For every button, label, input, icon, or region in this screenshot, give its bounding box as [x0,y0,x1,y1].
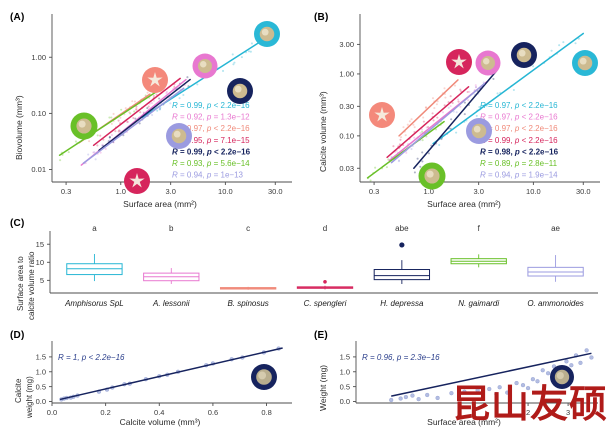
svg-text:2: 2 [526,408,530,417]
panel-e-plot: 1 2 3 0.0 0.5 1.0 1.5 [340,341,598,417]
svg-text:R = 0.94, p = 1e−13: R = 0.94, p = 1e−13 [172,171,244,180]
panel-c-label: (C) [10,218,25,229]
panel-b: (B) 0.3 1.0 3.0 10.0 30.0 0.03 0.10 0.30 1.00 3.0… [304,0,608,215]
svg-text:10.0: 10.0 [526,187,541,196]
panel-a-ylabel: Biovolume (mm³) [14,95,24,160]
svg-text:R = 0.93, p = 5.6e−14: R = 0.93, p = 5.6e−14 [172,159,250,168]
svg-text:0.5: 0.5 [340,382,350,391]
svg-text:3: 3 [566,408,570,417]
panel-c: (C) 5 10 15 a Amphisorus SpL b A. lessonii c B. … [0,215,608,325]
svg-text:R = 0.97, p < 2.2e−16: R = 0.97, p < 2.2e−16 [480,101,558,110]
panel-d-stat-p: p < 2.2e−16 [81,353,125,362]
svg-text:30.0: 30.0 [576,187,591,196]
panel-d-xlabel: Calcite volume (mm³) [119,417,201,427]
svg-text:abe: abe [395,224,409,233]
panel-e-label: (E) [314,330,328,341]
svg-text:N. gaimardi: N. gaimardi [458,299,499,308]
svg-text:0.8: 0.8 [261,408,271,417]
panel-d-stat: R = 1, p < 2.2e−16 [58,353,125,362]
svg-text:0.0: 0.0 [340,397,350,406]
panel-a-label: (A) [10,12,25,23]
svg-text:0.10: 0.10 [31,109,46,118]
svg-text:0.5: 0.5 [36,382,46,391]
svg-text:0.10: 0.10 [339,132,354,141]
svg-text:1.0: 1.0 [116,187,126,196]
svg-text:R = 0.94, p = 1.9e−14: R = 0.94, p = 1.9e−14 [480,171,558,180]
svg-text:A. lessonii: A. lessonii [152,299,190,308]
svg-text:0.6: 0.6 [208,408,218,417]
svg-text:R = 0.99, p < 2.2e−16: R = 0.99, p < 2.2e−16 [172,147,251,156]
svg-text:0.3: 0.3 [61,187,71,196]
panel-d-ylabel-line2: weight (mg) [25,376,34,418]
svg-text:0.3: 0.3 [369,187,379,196]
panel-e-xlabel: Surface area (mm²) [427,417,501,427]
panel-e-stat-r: R = 0.96 [362,353,393,362]
panel-d-stat-r: R = 1 [58,353,78,362]
svg-text:10: 10 [36,258,44,267]
svg-text:B. spinosus: B. spinosus [227,299,268,308]
svg-text:30.0: 30.0 [268,187,283,196]
panel-b-plot: 0.3 1.0 3.0 10.0 30.0 0.03 0.10 0.30 1.00 3.00 R =… [339,14,600,196]
panel-e-ylabel: Weight (mg) [318,364,328,411]
panel-c-ylabel-line1: Surface area to [16,256,25,311]
svg-text:10.0: 10.0 [218,187,233,196]
panel-e-stat-p: p = 2.3e−16 [396,353,440,362]
svg-text:ae: ae [551,224,560,233]
panel-d-label: (D) [10,330,25,341]
panel-d: (D) 0.0 0.2 0.4 0.6 0.8 0.0 0.5 1.0 1.5 Calcite … [0,325,304,430]
panel-d-plot: 0.0 0.2 0.4 0.6 0.8 0.0 0.5 1.0 1.5 [36,341,292,417]
svg-text:1.5: 1.5 [36,353,46,362]
svg-text:0.01: 0.01 [31,165,46,174]
svg-text:C. spengleri: C. spengleri [304,299,347,308]
svg-text:0.30: 0.30 [339,102,354,111]
panel-c-plot: 5 10 15 a Amphisorus SpL b A. lessonii c B. spin… [36,224,598,308]
svg-text:1.00: 1.00 [31,53,46,62]
svg-text:d: d [323,224,327,233]
panel-e-stat: R = 0.96, p = 2.3e−16 [362,353,440,362]
svg-text:5: 5 [40,276,44,285]
svg-text:1.00: 1.00 [339,70,354,79]
svg-text:R = 0.89, p = 2.8e−11: R = 0.89, p = 2.8e−11 [480,159,558,168]
panel-c-ylabel-line2: calcite volume ratio [27,251,36,320]
svg-text:15: 15 [36,240,44,249]
svg-text:0.03: 0.03 [339,164,354,173]
svg-text:1.0: 1.0 [340,367,350,376]
svg-text:b: b [169,224,174,233]
svg-text:1.0: 1.0 [424,187,434,196]
panel-b-ylabel: Calcite volume (mm³) [318,91,328,172]
svg-text:R = 0.99, p < 2.2e−16: R = 0.99, p < 2.2e−16 [172,101,250,110]
panel-b-label: (B) [314,12,329,23]
svg-text:R = 0.97, p < 2.2e−16: R = 0.97, p < 2.2e−16 [480,113,558,122]
svg-text:3.00: 3.00 [339,40,354,49]
panel-e: (E) 1 2 3 0.0 0.5 1.0 1.5 Weight (mg) Surface … [304,325,608,430]
svg-text:R = 0.98, p < 2.2e−16: R = 0.98, p < 2.2e−16 [480,147,559,156]
svg-text:c: c [246,224,250,233]
svg-text:R = 0.92, p = 1.3e−12: R = 0.92, p = 1.3e−12 [172,113,250,122]
svg-text:0.0: 0.0 [47,408,57,417]
svg-text:3.0: 3.0 [165,187,175,196]
svg-text:a: a [92,224,97,233]
panel-a: (A) 0.3 1.0 3.0 10.0 30.0 0.01 0.10 1.00 R = 0.9… [0,0,304,215]
svg-text:1.5: 1.5 [340,353,350,362]
watermark-text: 昆山友硕 [452,382,608,426]
svg-text:f: f [478,224,481,233]
svg-text:H. depressa: H. depressa [380,299,424,308]
panel-a-xlabel: Surface area (mm²) [123,199,197,209]
panel-d-ylabel-line1: Calcite [14,378,23,403]
panel-a-plot: 0.3 1.0 3.0 10.0 30.0 0.01 0.10 1.00 R = 0.99, p… [31,14,292,196]
svg-text:1.0: 1.0 [36,367,46,376]
svg-text:Amphisorus SpL: Amphisorus SpL [64,299,124,308]
panel-b-xlabel: Surface area (mm²) [427,199,501,209]
svg-text:0.2: 0.2 [100,408,110,417]
svg-text:R = 0.99, p < 2.2e−16: R = 0.99, p < 2.2e−16 [480,136,558,145]
svg-text:3.0: 3.0 [473,187,483,196]
svg-text:1: 1 [458,408,462,417]
svg-text:O. ammonoides: O. ammonoides [527,299,583,308]
svg-text:0.0: 0.0 [36,397,46,406]
svg-text:0.4: 0.4 [154,408,164,417]
